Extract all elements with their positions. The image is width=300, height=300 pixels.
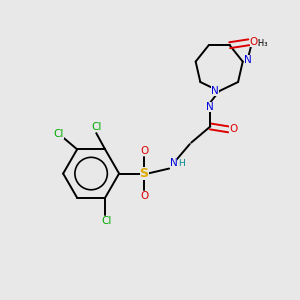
Text: N: N [244, 55, 252, 65]
Text: O: O [250, 37, 258, 47]
Text: Cl: Cl [91, 122, 101, 132]
Text: N: N [206, 102, 214, 112]
Text: N: N [170, 158, 177, 168]
Text: Cl: Cl [101, 216, 112, 226]
Text: O: O [140, 146, 148, 157]
Text: H: H [178, 159, 185, 168]
Text: O: O [230, 124, 238, 134]
Text: Cl: Cl [54, 129, 64, 139]
Text: S: S [140, 167, 148, 180]
Text: CH₃: CH₃ [253, 39, 268, 48]
Text: O: O [140, 190, 148, 201]
Text: N: N [211, 86, 219, 96]
